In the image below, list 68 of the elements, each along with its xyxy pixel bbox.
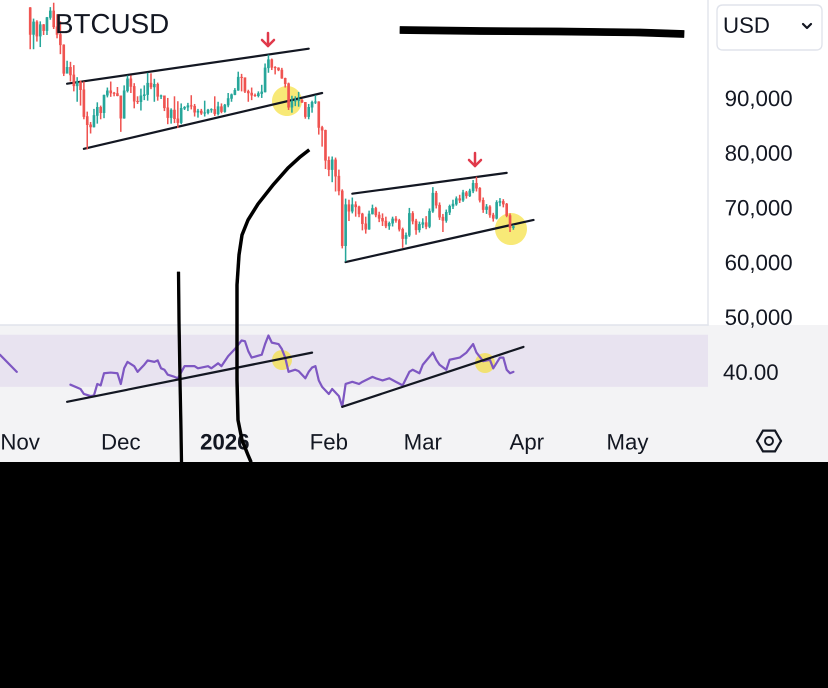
text: 40.00: [724, 364, 778, 380]
candlestick: [368, 210, 370, 231]
y-tick-label: 60,000: [726, 254, 792, 273]
candlestick: [38, 20, 42, 48]
candlestick: [220, 102, 223, 114]
candlestick: [472, 179, 474, 194]
x-tick-label: Apr: [510, 434, 544, 454]
candlestick: [109, 80, 112, 98]
candlestick: [66, 60, 68, 74]
candlestick: [226, 92, 230, 108]
candlestick: [418, 220, 421, 234]
candlestick: [290, 94, 294, 114]
candlestick: [250, 86, 253, 101]
candlestick: [287, 82, 290, 111]
candlestick: [150, 72, 152, 90]
text: USD: [724, 17, 769, 33]
candlestick: [462, 189, 464, 203]
candlestick: [180, 102, 183, 125]
candlestick: [72, 64, 76, 92]
candlestick: [374, 206, 378, 218]
x-tick-label: Nov: [2, 434, 40, 450]
candlestick: [166, 97, 170, 125]
candlestick: [76, 76, 78, 103]
x-tick-label: May: [608, 434, 648, 454]
candlestick: [213, 96, 216, 117]
candlestick: [334, 156, 337, 192]
candlestick: [485, 203, 488, 215]
candlestick: [146, 72, 149, 102]
candlestick: [351, 196, 354, 214]
candlestick: [240, 73, 243, 92]
candlestick: [173, 96, 176, 124]
y-tick-label: 70,000: [726, 200, 792, 218]
candlestick: [304, 102, 307, 120]
candlestick: [153, 78, 156, 103]
candlestick: [455, 196, 458, 206]
candlestick: [348, 198, 350, 222]
x-tick-label: Dec: [102, 434, 140, 450]
candlestick: [99, 104, 102, 120]
candlestick: [495, 199, 498, 220]
candlestick: [421, 218, 424, 229]
y-tick-label: 50,000: [726, 309, 792, 328]
candlestick: [444, 208, 448, 224]
y-tick-label: 80,000: [726, 145, 792, 164]
candlestick: [488, 204, 492, 219]
candlestick: [176, 100, 180, 129]
candlestick: [384, 216, 388, 229]
candlestick: [270, 58, 274, 71]
candlestick: [330, 156, 334, 183]
candlestick: [424, 215, 428, 230]
candlestick: [307, 103, 310, 120]
candlestick: [140, 88, 142, 112]
candlestick: [42, 23, 45, 36]
candlestick: [36, 19, 38, 42]
candlestick: [156, 82, 160, 102]
candlestick: [203, 100, 206, 118]
candlestick: [364, 216, 368, 234]
candlestick: [32, 18, 35, 50]
candlestick: [216, 101, 220, 116]
candlestick: [391, 216, 394, 228]
y-tick-label: 90,000: [726, 90, 792, 109]
candlestick: [381, 212, 384, 227]
candlestick: [297, 91, 300, 108]
candlestick: [170, 108, 172, 124]
candlestick: [236, 70, 240, 92]
x-tick-label: Mar: [405, 434, 442, 450]
x-tick-label: Feb: [312, 433, 348, 450]
candlestick: [96, 102, 99, 124]
candlestick: [378, 210, 380, 223]
